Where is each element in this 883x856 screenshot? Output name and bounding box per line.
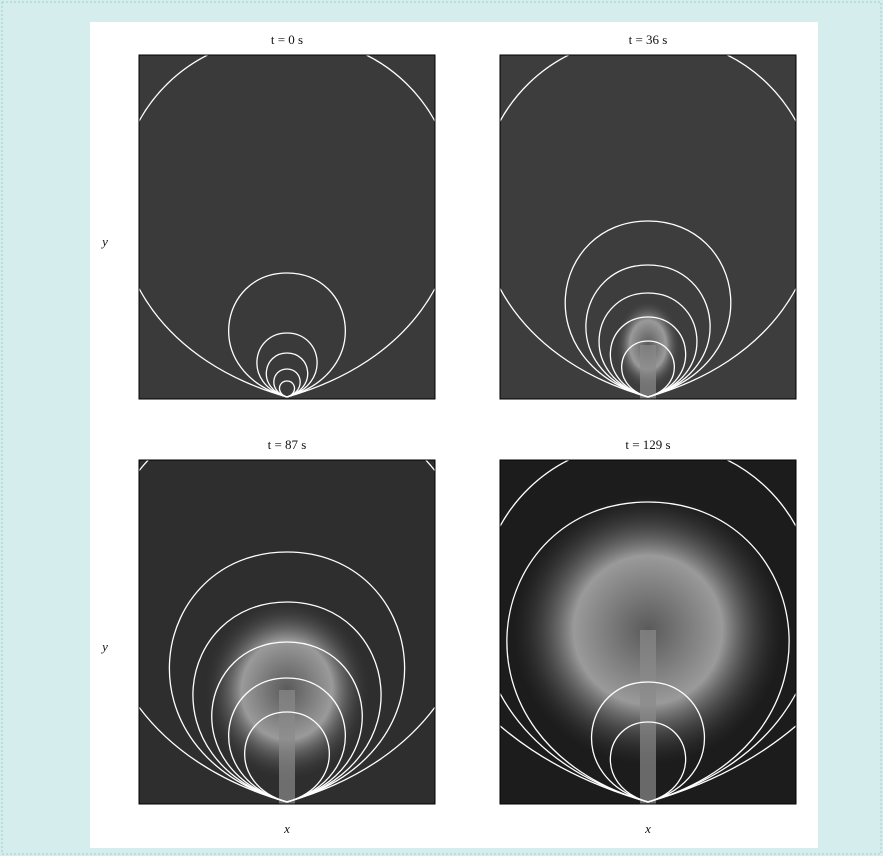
panel-title: t = 129 s — [625, 437, 670, 452]
panel — [479, 37, 818, 399]
figure-screen: t = 0 s y t = 36 s t = 87 s y x t = 129 s x — [0, 0, 883, 856]
panel-title: t = 87 s — [268, 437, 307, 452]
x-label: x — [644, 821, 651, 836]
panel-title: t = 0 s — [271, 32, 303, 47]
panel — [118, 37, 457, 399]
page: t = 0 syt = 36 st = 87 syxt = 129 sx (()… — [0, 0, 883, 856]
stem — [279, 690, 295, 804]
stem — [640, 345, 656, 399]
panel-title: t = 36 s — [629, 32, 668, 47]
panel — [99, 402, 475, 804]
x-label: x — [283, 821, 290, 836]
y-label: y — [100, 639, 108, 654]
y-label: y — [100, 234, 108, 249]
stem — [640, 630, 656, 804]
panel-bg — [139, 55, 435, 399]
